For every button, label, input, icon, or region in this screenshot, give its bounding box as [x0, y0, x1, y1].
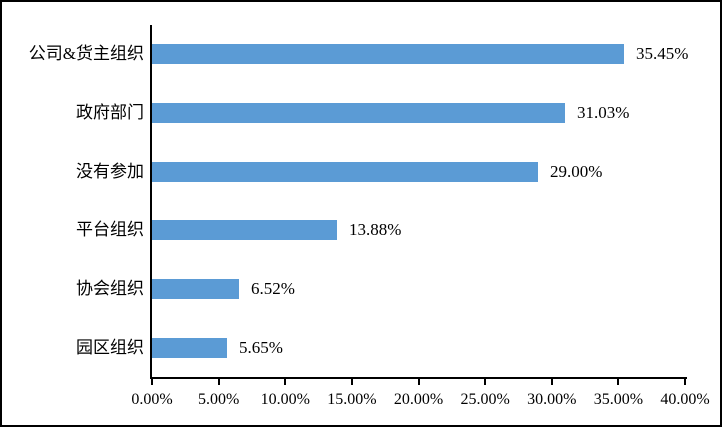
category-label: 没有参加 — [76, 161, 144, 181]
x-tick-label: 15.00% — [327, 391, 377, 408]
x-tick-mark — [217, 379, 220, 385]
x-tick-mark — [617, 379, 620, 385]
category-label: 公司&货主组织 — [28, 44, 144, 64]
bar-value-label: 31.03% — [577, 103, 630, 122]
x-tick-mark — [417, 379, 420, 385]
x-tick-mark — [550, 379, 553, 385]
x-tick-label: 35.00% — [593, 391, 644, 408]
category-label: 园区组织 — [76, 337, 144, 357]
bar-value-label: 29.00% — [550, 161, 603, 181]
x-tick-mark — [284, 379, 287, 385]
x-tick-label: 25.00% — [460, 391, 510, 408]
bar-value-label: 5.65% — [239, 337, 283, 357]
x-tick-label: 30.00% — [527, 391, 577, 408]
bar-value-label: 13.88% — [349, 220, 402, 240]
bar — [152, 220, 337, 241]
x-tick-mark — [684, 379, 686, 385]
category-label: 平台组织 — [76, 220, 144, 240]
y-axis-line — [150, 25, 152, 379]
bar — [152, 161, 538, 182]
bar — [152, 103, 565, 123]
category-label: 政府部门 — [76, 103, 144, 122]
x-tick-label: 5.00% — [197, 391, 240, 408]
x-tick-mark — [151, 379, 153, 385]
x-tick-label: 40.00% — [660, 391, 710, 408]
bar-value-label: 35.45% — [636, 44, 689, 64]
category-label: 协会组织 — [76, 279, 144, 298]
x-tick-mark — [350, 379, 353, 385]
x-axis-line — [150, 377, 687, 379]
bar — [152, 279, 239, 299]
x-tick-mark — [484, 379, 487, 385]
x-tick-label: 20.00% — [393, 391, 444, 408]
x-tick-label: 10.00% — [260, 391, 310, 408]
bar — [152, 337, 227, 358]
bar — [152, 44, 624, 65]
x-tick-label: 0.00% — [131, 391, 173, 408]
bar-value-label: 6.52% — [251, 279, 295, 298]
